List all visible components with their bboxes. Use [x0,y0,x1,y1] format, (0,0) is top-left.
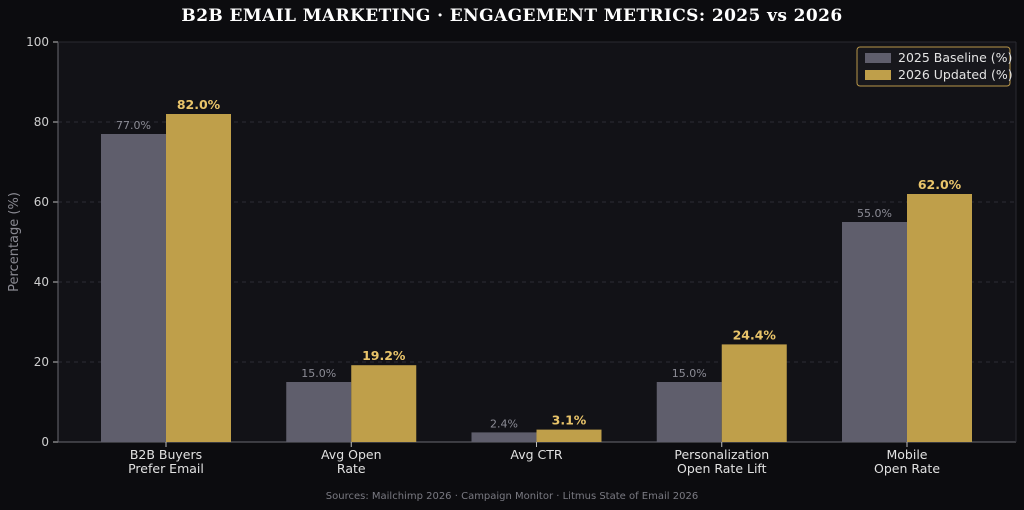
value-label-baseline-0: 77.0% [116,119,151,132]
y-axis-label: Percentage (%) [7,192,22,292]
y-tick-label-80: 80 [34,115,49,129]
bar-updated-3 [721,344,787,442]
axes: 0 20 40 60 80 100 [26,35,1017,449]
bars-group [101,114,972,442]
category-label-line: B2B Buyers [130,447,202,462]
category-labels: B2B Buyers Prefer Email Avg Open Rate Avg CT… [128,447,940,476]
category-label-line: Prefer Email [128,461,204,476]
y-tick-label-20: 20 [34,355,49,369]
legend-swatch-1 [865,70,891,80]
value-label-updated-2: 3.1% [552,413,587,428]
legend-box [856,46,1011,87]
legend: 2025 Baseline (%) 2026 Updated (%) [856,46,1013,87]
bar-updated-4 [907,194,972,442]
value-label-baseline-3: 15.0% [672,367,707,380]
bar-baseline-4 [842,222,907,442]
bar-baseline-0 [101,134,166,442]
category-label-line: Rate [337,461,366,476]
bar-baseline-2 [471,432,537,442]
category-label-4: Mobile Open Rate [874,447,940,476]
category-label-3: Personalization Open Rate Lift [674,447,769,476]
value-labels: 77.0% 82.0% 15.0% 19.2% 2.4% 3.1% 15.0% 24.4% 55… [116,97,962,430]
value-label-updated-4: 62.0% [918,177,962,192]
y-tick-label-60: 60 [34,195,49,209]
category-label-line: Personalization [674,447,769,462]
category-label-2: Avg CTR [510,447,562,462]
value-label-baseline-4: 55.0% [857,207,892,220]
value-label-updated-3: 24.4% [733,327,777,342]
category-label-line: Open Rate Lift [677,461,767,476]
value-label-updated-1: 19.2% [362,348,406,363]
source-note: Sources: Mailchimp 2026 · Campaign Monit… [326,491,698,502]
bar-baseline-1 [286,382,352,442]
category-label-1: Avg Open Rate [321,447,382,476]
value-label-baseline-2: 2.4% [490,417,518,430]
y-tick-label-40: 40 [34,275,49,289]
legend-swatch-0 [865,53,891,63]
category-label-line: Avg CTR [510,447,562,462]
category-label-line: Mobile [886,447,927,462]
category-label-0: B2B Buyers Prefer Email [128,447,204,476]
value-label-baseline-1: 15.0% [301,367,336,380]
bar-baseline-3 [656,382,722,442]
value-label-updated-0: 82.0% [177,97,221,112]
y-tick-label-100: 100 [26,35,49,49]
bar-updated-1 [351,365,417,442]
legend-label-0: 2025 Baseline (%) [898,50,1012,65]
bar-updated-2 [536,429,602,442]
category-label-line: Open Rate [874,461,940,476]
legend-label-1: 2026 Updated (%) [898,67,1013,82]
chart-title: B2B EMAIL MARKETING · ENGAGEMENT METRICS… [181,6,842,26]
bar-updated-0 [166,114,231,442]
y-tick-label-0: 0 [41,435,49,449]
category-label-line: Avg Open [321,447,382,462]
